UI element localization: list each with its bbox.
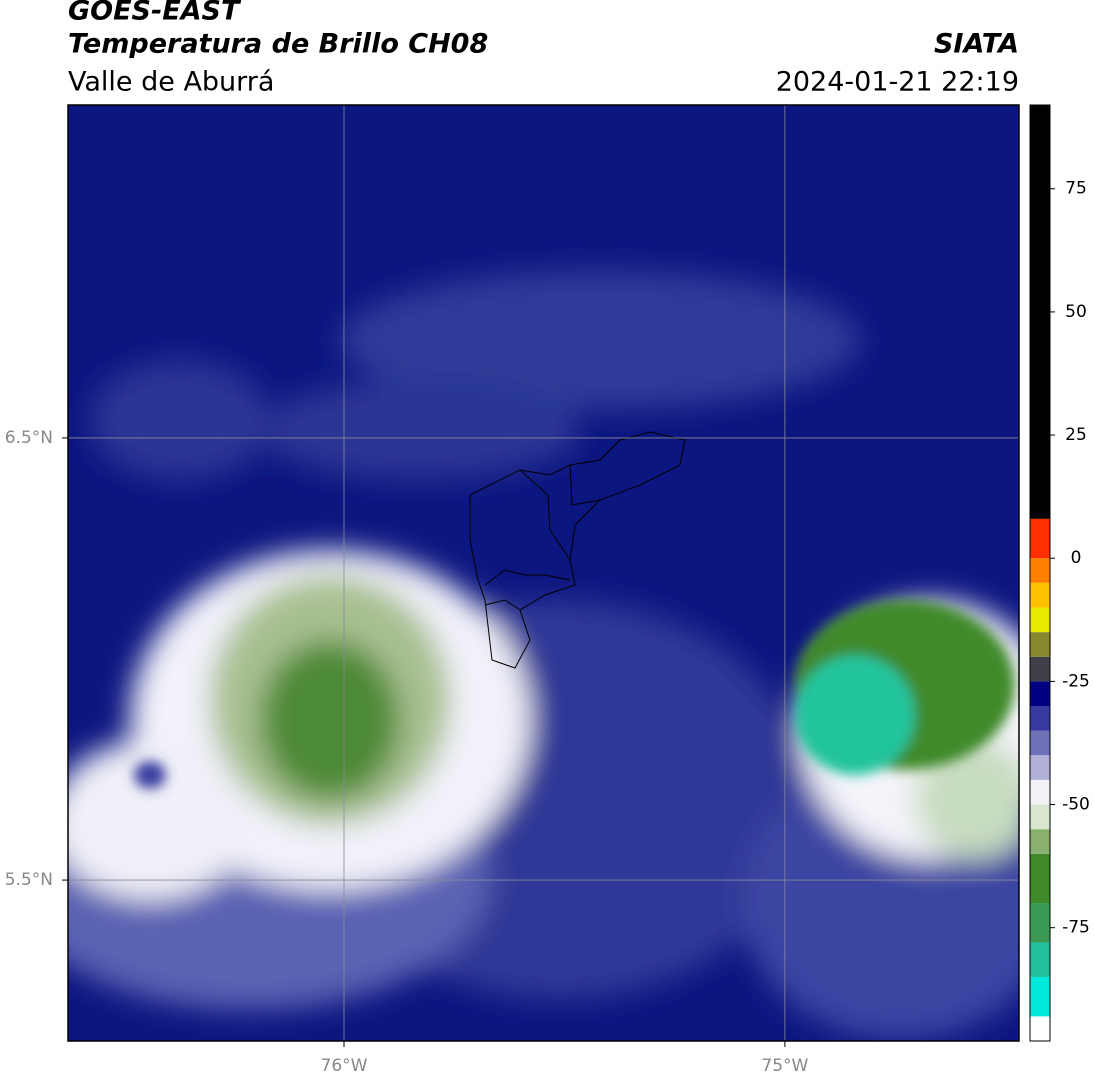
map-frame	[67, 104, 1020, 1042]
satellite-image	[68, 105, 1019, 1041]
colorbar-segment	[1030, 976, 1050, 1017]
colorbar-tick-label: -25	[1062, 671, 1090, 691]
colorbar-segment	[1030, 942, 1050, 977]
colorbar-segment	[1030, 656, 1050, 682]
y-tick-label: 5.5°N	[5, 870, 53, 890]
colorbar-tick-label: 25	[1065, 425, 1087, 445]
colorbar-segment	[1030, 105, 1050, 519]
colorbar-segment	[1030, 706, 1050, 731]
municipal-border	[484, 599, 521, 611]
colorbar-segment	[1030, 853, 1050, 904]
source: SIATA	[934, 29, 1019, 60]
colorbar-segment	[1030, 829, 1050, 854]
valley-outline	[469, 431, 686, 669]
municipal-border	[519, 469, 571, 561]
title: GOES-EAST	[68, 0, 242, 27]
colorbar-segment	[1030, 779, 1050, 805]
colorbar-tick-label: -75	[1062, 918, 1090, 938]
colorbar-segment	[1030, 730, 1050, 756]
colorbar-segment	[1030, 607, 1050, 633]
colorbar-segment	[1030, 903, 1050, 943]
colorbar-segment	[1030, 518, 1050, 559]
datetime: 2024-01-21 22:19	[776, 67, 1019, 98]
colorbar-segment	[1030, 582, 1050, 608]
colorbar-frame	[1029, 104, 1051, 1042]
colorbar-tick-label: 50	[1065, 302, 1087, 322]
subtitle: Temperatura de Brillo CH08	[68, 29, 488, 60]
colorbar-segment	[1030, 755, 1050, 780]
region: Valle de Aburrá	[68, 67, 274, 98]
colorbar-segment	[1030, 1016, 1050, 1041]
colorbar-segment	[1030, 804, 1050, 830]
colorbar-segment	[1030, 632, 1050, 657]
colorbar-tick-label: 75	[1065, 179, 1087, 199]
municipal-border	[484, 569, 571, 586]
x-tick-label: 75°W	[761, 1056, 808, 1076]
colorbar-segment	[1030, 558, 1050, 583]
colorbar-tick-label: 0	[1071, 548, 1082, 568]
colorbar-segment	[1030, 681, 1050, 707]
x-tick-label: 76°W	[321, 1056, 368, 1076]
colorbar-tick-label: -50	[1062, 795, 1090, 815]
municipal-border	[569, 464, 601, 506]
y-tick-label: 6.5°N	[5, 428, 53, 448]
